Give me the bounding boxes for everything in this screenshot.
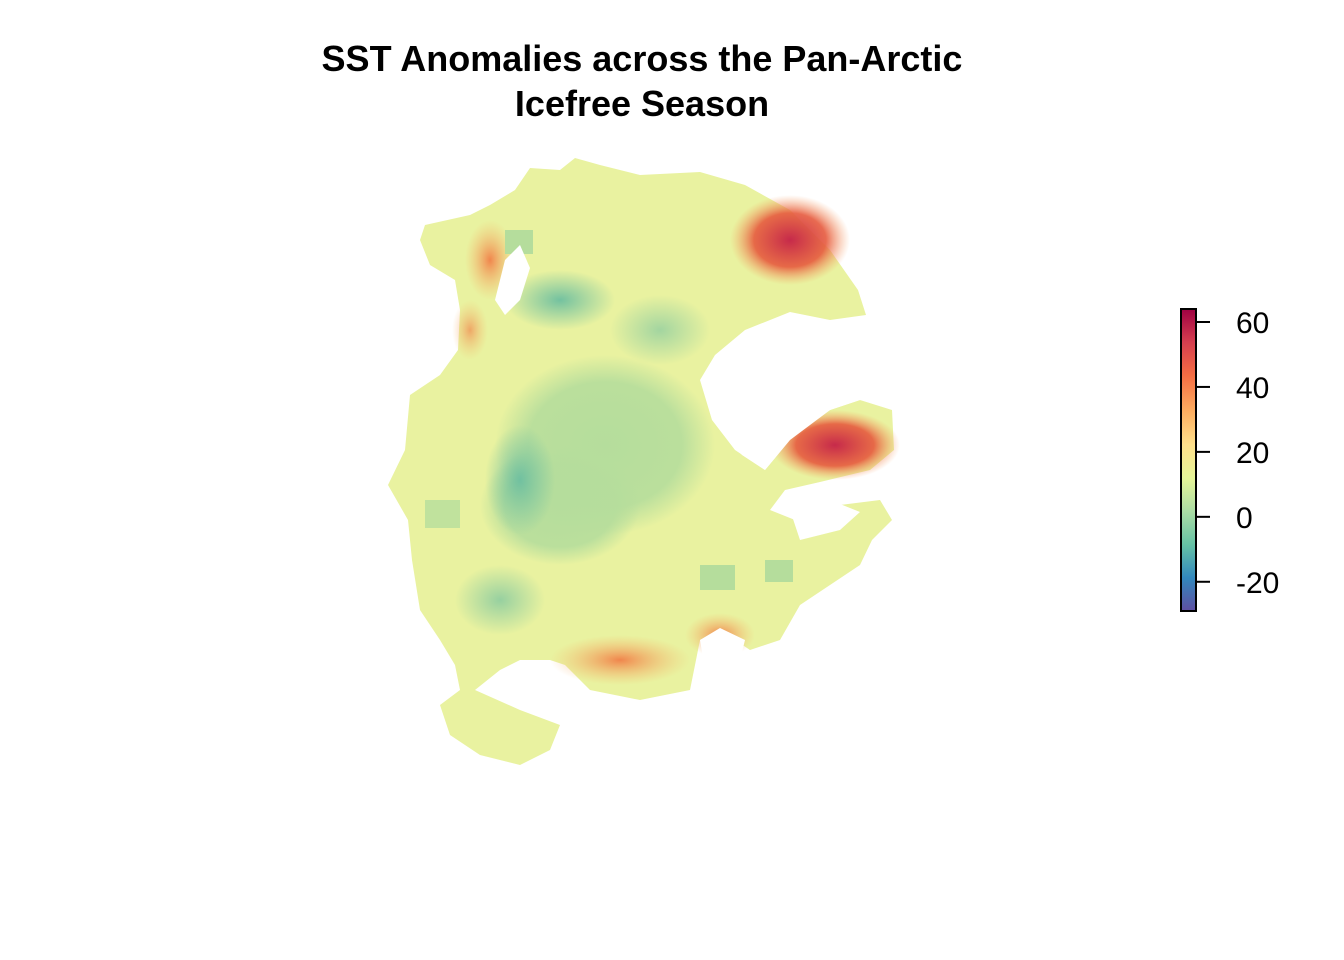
colorbar-tick-label: 20 [1236, 437, 1269, 470]
colorbar-ticks: 60 40 20 0 -20 [1196, 307, 1279, 600]
land-east-channel [790, 500, 860, 540]
colorbar-tick-label: 60 [1236, 307, 1269, 340]
page-title: SST Anomalies across the Pan-Arctic Icef… [0, 36, 1284, 126]
colorbar [1180, 308, 1197, 612]
warm-patch-south [550, 635, 690, 685]
warm-patch-west [452, 300, 488, 360]
land-greenland [712, 330, 895, 470]
warm-patch-northeast [730, 195, 850, 285]
land-south-inlet [700, 628, 745, 670]
land-mask [495, 245, 895, 670]
negative-patch-west [485, 425, 555, 535]
title-line-2: Icefree Season [514, 83, 770, 124]
negative-patch-north [505, 270, 615, 330]
title-line-1: SST Anomalies across the Pan-Arctic [321, 38, 963, 79]
green-patch-2 [700, 565, 735, 590]
colorbar-tick-label: 0 [1236, 502, 1253, 535]
negative-patch-east [610, 295, 710, 365]
green-patch-3 [765, 560, 793, 582]
colorbar-tick-label: -20 [1236, 567, 1279, 600]
green-patch-4 [425, 500, 460, 528]
land-west-inlet [495, 245, 530, 315]
colorbar-tick-label: 40 [1236, 372, 1269, 405]
negative-patch-southwest [455, 565, 545, 635]
